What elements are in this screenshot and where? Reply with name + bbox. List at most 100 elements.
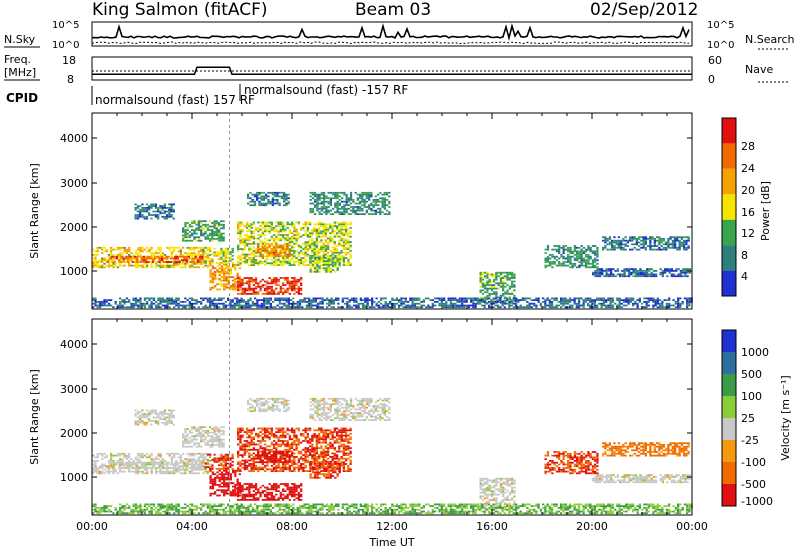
power-cell — [279, 234, 282, 236]
velocity-cell — [150, 468, 153, 471]
power-cell — [183, 255, 186, 258]
power-cell — [168, 246, 171, 249]
power-cell — [243, 242, 246, 245]
power-cell — [261, 284, 264, 286]
power-cell — [341, 191, 344, 194]
power-cell — [463, 304, 466, 307]
power-cell — [264, 227, 267, 229]
power-cell — [447, 306, 450, 309]
power-cell — [452, 306, 455, 309]
power-cell — [338, 195, 341, 198]
power-cell — [551, 297, 554, 300]
power-cell — [576, 266, 579, 269]
power-cell — [578, 302, 581, 305]
power-cell — [582, 250, 586, 253]
power-cell — [231, 258, 234, 261]
power-cell — [277, 246, 280, 249]
power-cell — [273, 260, 276, 263]
power-cell — [92, 264, 95, 267]
velocity-cell — [220, 459, 223, 461]
power-cell — [173, 266, 176, 269]
velocity-cell — [229, 457, 232, 460]
power-cell — [316, 270, 319, 273]
power-cell — [146, 262, 149, 265]
power-cell — [255, 227, 258, 229]
power-cell — [671, 241, 674, 244]
power-cell — [295, 221, 298, 224]
power-cell — [332, 269, 335, 271]
power-cell — [316, 202, 319, 205]
power-cell — [159, 207, 162, 209]
power-cell — [317, 304, 320, 307]
power-cell — [555, 259, 559, 262]
power-cell — [327, 251, 330, 254]
power-cell — [333, 246, 336, 249]
power-cell — [558, 252, 561, 254]
power-cell — [306, 223, 309, 226]
power-cell — [218, 234, 221, 237]
velocity-cell — [206, 470, 209, 473]
velocity-cell — [105, 465, 108, 468]
power-cell — [279, 291, 282, 294]
power-cell — [260, 204, 263, 207]
power-cell — [312, 299, 315, 301]
power-cell — [288, 287, 291, 290]
power-cell — [370, 193, 373, 196]
power-cell — [275, 264, 278, 266]
power-cell — [490, 301, 493, 303]
power-cell — [661, 271, 664, 274]
power-cell — [246, 244, 249, 247]
power-cell — [638, 299, 641, 301]
power-cell — [302, 264, 305, 266]
power-cell — [644, 239, 647, 242]
power-cell — [366, 304, 369, 307]
power-cell — [185, 261, 188, 263]
velocity-cell — [130, 458, 133, 460]
power-cell — [238, 299, 241, 301]
power-cell — [551, 261, 554, 263]
power-cell — [250, 235, 253, 238]
power-cell — [368, 195, 371, 198]
power-cell — [270, 251, 273, 254]
power-cell — [630, 268, 633, 270]
power-cell — [571, 306, 574, 309]
power-cell — [259, 225, 262, 227]
power-cell — [243, 291, 246, 294]
power-cell — [513, 277, 516, 279]
power-cell — [589, 248, 592, 251]
power-cell — [215, 254, 218, 257]
velocity-cell — [142, 461, 146, 464]
power-cell — [249, 299, 252, 301]
power-cell — [157, 297, 160, 300]
power-cell — [331, 239, 334, 242]
power-cell — [283, 204, 286, 207]
velocity-cell — [204, 470, 207, 473]
power-cell — [370, 207, 373, 210]
power-cell — [252, 262, 255, 265]
power-cell — [168, 302, 171, 305]
power-cell — [445, 302, 448, 305]
velocity-cell — [211, 444, 214, 446]
power-cell — [267, 301, 270, 303]
power-cell — [134, 208, 137, 211]
power-cell — [311, 248, 314, 250]
power-cell — [377, 193, 380, 196]
power-cell — [218, 279, 221, 282]
power-cell — [325, 260, 328, 262]
velocity-cell — [195, 433, 198, 436]
power-cell — [622, 248, 625, 251]
power-cell — [297, 285, 300, 288]
power-cell — [345, 225, 348, 227]
power-cell — [112, 254, 115, 256]
velocity-cell — [218, 431, 221, 434]
power-cell — [252, 230, 255, 233]
power-cell — [382, 304, 385, 307]
power-cell — [206, 299, 209, 301]
velocity-cell — [211, 484, 215, 486]
power-cell — [553, 297, 556, 300]
power-cell — [288, 293, 291, 295]
velocity-cell — [218, 464, 221, 467]
velocity-cell — [218, 489, 221, 492]
power-cell — [649, 245, 652, 247]
power-cell — [123, 299, 126, 301]
